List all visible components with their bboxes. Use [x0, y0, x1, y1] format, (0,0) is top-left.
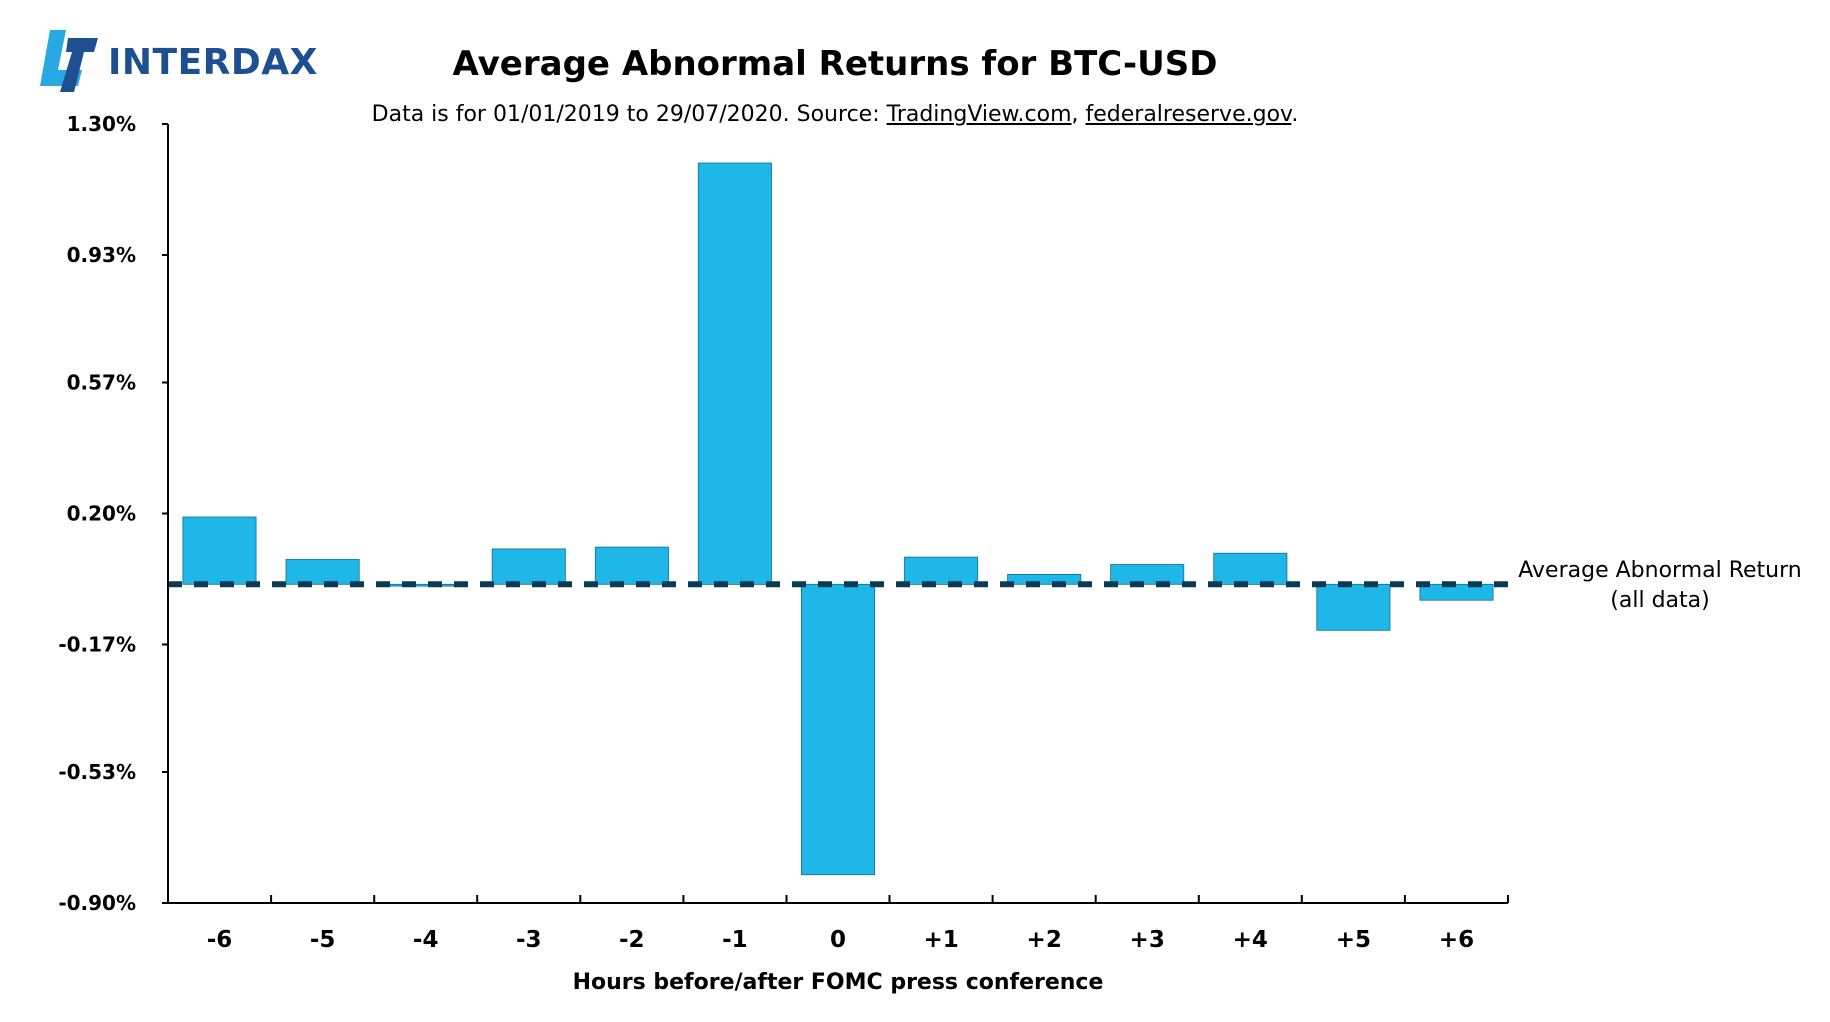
x-tick-label: +5	[1336, 927, 1371, 953]
bar-+3	[1110, 564, 1185, 585]
x-tick-label: -6	[207, 927, 233, 953]
x-tick-label: -2	[619, 927, 645, 953]
reference-label-line2: (all data)	[1610, 588, 1710, 613]
x-tick-label: -3	[516, 927, 542, 953]
reference-label-line1: Average Abnormal Return	[1518, 558, 1802, 583]
bar-+2	[1007, 574, 1082, 585]
x-tick-label: +1	[923, 927, 958, 953]
y-tick-label: 0.57%	[67, 371, 136, 395]
interdax-logo	[36, 30, 336, 92]
bar-+1	[904, 556, 979, 585]
x-axis-title: Hours before/after FOMC press conference	[572, 970, 1104, 995]
chart-subtitle: Data is for 01/01/2019 to 29/07/2020. So…	[0, 102, 1670, 127]
subtitle-suffix: .	[1291, 102, 1299, 127]
bar-+5	[1316, 583, 1391, 631]
x-tick-label: 0	[830, 927, 846, 953]
bar-+6	[1419, 583, 1494, 601]
y-tick-label: -0.53%	[58, 760, 136, 784]
y-tick-label: 1.30%	[67, 112, 136, 136]
subtitle-separator: ,	[1071, 102, 1086, 127]
y-tick-label: 0.20%	[67, 502, 136, 526]
source-link-federalreserve[interactable]: federalreserve.gov	[1085, 102, 1292, 127]
bar--1	[697, 162, 772, 585]
bar--3	[491, 548, 566, 585]
x-tick-label: +4	[1233, 927, 1268, 953]
x-tick-label: -4	[413, 927, 439, 953]
x-tick-label: -1	[722, 927, 748, 953]
bar-+4	[1213, 552, 1288, 585]
interdax-logo-icon	[40, 30, 98, 92]
bar--5	[285, 559, 360, 585]
x-tick-label: +3	[1130, 927, 1165, 953]
x-tick-label: +2	[1027, 927, 1062, 953]
y-tick-label: 0.93%	[67, 243, 136, 267]
bar--4	[388, 583, 463, 587]
y-tick-label: -0.90%	[58, 891, 136, 915]
bar--6	[182, 516, 257, 585]
subtitle-prefix: Data is for 01/01/2019 to 29/07/2020. So…	[371, 102, 887, 127]
brand-name: INTERDAX	[108, 42, 318, 83]
x-tick-label: -5	[310, 927, 336, 953]
chart-title: Average Abnormal Returns for BTC-USD	[452, 44, 1218, 84]
source-link-tradingview[interactable]: TradingView.com	[886, 102, 1072, 127]
reference-line-label: Average Abnormal Return (all data)	[1500, 556, 1820, 616]
bar--2	[594, 546, 669, 585]
x-tick-label: +6	[1439, 927, 1474, 953]
bar-0	[801, 583, 876, 876]
y-tick-label: -0.17%	[58, 633, 136, 657]
